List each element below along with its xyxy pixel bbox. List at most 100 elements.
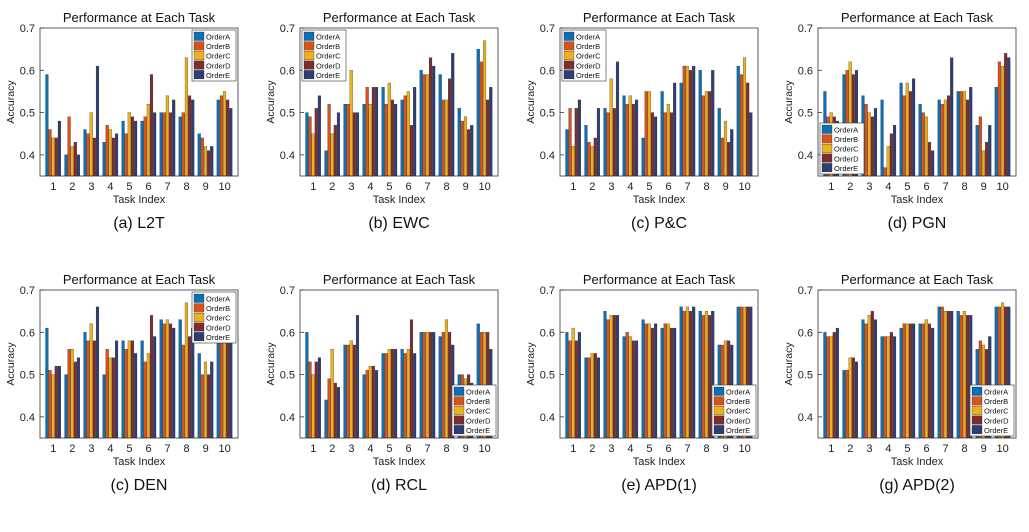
x-tick-label: 7 — [942, 181, 948, 193]
bar-OrderB-task-1 — [568, 340, 572, 439]
chart-title: Performance at Each Task — [841, 272, 994, 287]
legend-swatch — [303, 51, 315, 60]
chart-title: Performance at Each Task — [583, 272, 736, 287]
bar-OrderB-task-10 — [997, 61, 1001, 177]
panel-caption: (g) APD(2) — [879, 477, 955, 494]
bar-OrderE-task-5 — [134, 353, 138, 439]
x-tick-label: 10 — [219, 181, 231, 193]
bar-OrderD-task-5 — [908, 91, 912, 177]
legend-swatch — [971, 425, 983, 435]
x-tick-label: 6 — [665, 181, 671, 193]
x-tick-label: 2 — [589, 443, 595, 455]
bar-OrderE-task-5 — [394, 349, 398, 439]
legend-swatch — [193, 293, 205, 303]
legend-label: OrderB — [466, 397, 490, 406]
bar-OrderE-task-9 — [210, 361, 214, 439]
panel-caption: (c) DEN — [111, 477, 168, 494]
x-tick-label: 9 — [981, 181, 987, 193]
bar-OrderD-task-7 — [428, 57, 433, 177]
legend-swatch — [713, 415, 725, 425]
x-tick-label: 10 — [479, 181, 491, 193]
bar-OrderA-task-4 — [102, 374, 106, 439]
bar-OrderC-task-6 — [666, 103, 670, 177]
legend-label: OrderD — [466, 416, 491, 425]
panel-caption: (c) P&C — [631, 215, 687, 232]
legend-label: OrderD — [316, 61, 341, 70]
y-tick-label: 0.4 — [540, 412, 555, 424]
bar-OrderC-task-4 — [368, 103, 372, 177]
bar-OrderC-task-2 — [590, 353, 594, 439]
bar-OrderC-task-7 — [165, 95, 169, 177]
bar-OrderD-task-9 — [207, 374, 211, 439]
legend-swatch — [971, 415, 983, 425]
bar-OrderD-task-7 — [428, 332, 433, 439]
x-tick-label: 3 — [348, 181, 354, 193]
x-tick-label: 5 — [904, 443, 910, 455]
legend-swatch — [453, 396, 465, 406]
bar-OrderC-task-7 — [425, 74, 429, 177]
bar-OrderE-task-2 — [854, 361, 858, 439]
x-tick-label: 7 — [424, 181, 430, 193]
bar-OrderD-task-4 — [631, 103, 635, 177]
x-tick-label: 1 — [828, 443, 834, 455]
x-tick-label: 9 — [723, 443, 729, 455]
legend-swatch — [713, 396, 725, 406]
bar-OrderE-task-10 — [1007, 57, 1011, 177]
bar-OrderB-task-6 — [921, 112, 925, 177]
bar-OrderA-task-1 — [305, 112, 309, 177]
bar-OrderE-task-2 — [596, 108, 600, 177]
bar-OrderB-task-9 — [200, 137, 204, 177]
bar-OrderE-task-4 — [635, 99, 639, 177]
y-tick-label: 0.4 — [798, 412, 813, 424]
bar-OrderA-task-6 — [140, 340, 144, 439]
legend-label: OrderA — [726, 388, 750, 397]
legend-swatch — [193, 60, 205, 70]
legend-swatch — [193, 41, 205, 51]
bar-OrderE-task-7 — [432, 65, 436, 177]
bar-OrderA-task-8 — [438, 74, 442, 177]
legend-swatch — [303, 70, 315, 80]
bar-OrderE-task-7 — [172, 99, 176, 177]
bar-OrderE-task-1 — [835, 327, 839, 439]
bar-OrderE-task-5 — [654, 116, 658, 177]
y-tick-label: 0.5 — [20, 108, 35, 120]
bar-OrderA-task-3 — [83, 332, 87, 439]
bar-OrderE-task-4 — [635, 340, 639, 439]
legend-swatch — [453, 406, 465, 415]
bar-OrderC-task-9 — [203, 146, 208, 177]
legend-swatch — [563, 31, 575, 41]
bar-OrderA-task-3 — [603, 108, 607, 177]
bar-OrderE-task-10 — [489, 87, 493, 177]
bar-OrderB-task-3 — [346, 103, 350, 177]
legend-swatch — [193, 322, 205, 332]
legend-swatch — [193, 313, 205, 322]
bar-OrderA-task-3 — [603, 311, 607, 439]
chart-title: Performance at Each Task — [583, 10, 736, 25]
legend-label: OrderC — [834, 145, 859, 154]
bar-OrderC-task-1 — [51, 374, 55, 439]
bar-OrderA-task-8 — [178, 319, 182, 439]
chart-panel-5: Performance at Each Task 0.4 0.5 0.6 0.7 Accu… — [5, 272, 239, 494]
bar-OrderA-task-7 — [419, 70, 423, 177]
bar-OrderD-task-8 — [708, 315, 712, 439]
legend-label: OrderE — [726, 426, 750, 435]
legend-swatch — [971, 386, 983, 396]
x-tick-label: 2 — [589, 181, 595, 193]
legend-swatch — [713, 406, 725, 415]
bar-OrderD-task-2 — [851, 357, 855, 439]
bar-OrderD-task-1 — [832, 332, 836, 439]
y-tick-label: 0.7 — [20, 285, 35, 297]
y-tick-label: 0.5 — [20, 370, 35, 382]
legend-swatch — [303, 31, 315, 41]
bar-OrderE-task-4 — [115, 133, 119, 177]
bar-OrderC-task-1 — [571, 327, 575, 439]
bar-OrderA-task-7 — [419, 332, 423, 439]
bar-OrderE-task-9 — [210, 146, 214, 177]
y-axis-label: Accuracy — [783, 80, 795, 124]
y-tick-label: 0.4 — [280, 150, 295, 162]
bar-OrderD-task-8 — [966, 99, 970, 177]
bar-OrderC-task-3 — [609, 315, 613, 439]
y-tick-label: 0.4 — [540, 150, 555, 162]
